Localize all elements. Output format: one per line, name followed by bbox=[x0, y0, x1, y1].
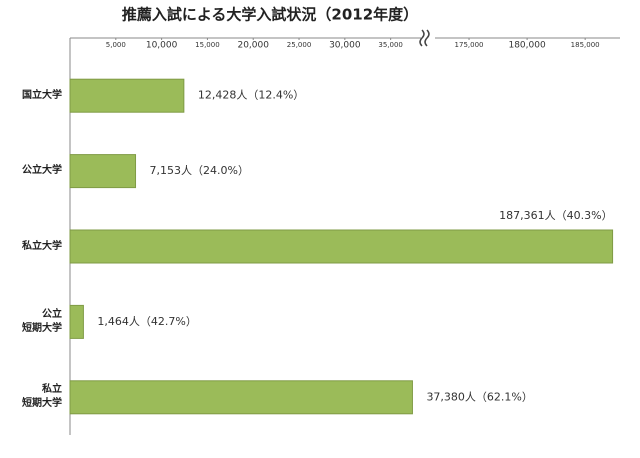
x-tick-label: 185,000 bbox=[571, 41, 600, 49]
bar bbox=[69, 229, 614, 264]
x-tick-label: 30,000 bbox=[329, 41, 361, 51]
value-label: 1,464人（42.7%） bbox=[97, 315, 196, 328]
category-label: 公立大学 bbox=[22, 165, 62, 177]
chart-title: 推薦入試による大学入試状況（2012年度） bbox=[122, 6, 418, 24]
value-label: 12,428人（12.4%） bbox=[198, 89, 304, 102]
x-tick-label: 175,000 bbox=[455, 41, 484, 49]
category-label: 私立大学 bbox=[22, 240, 62, 252]
x-tick-label: 35,000 bbox=[378, 41, 403, 49]
bar bbox=[69, 380, 413, 415]
axis-break bbox=[424, 29, 430, 47]
bar bbox=[69, 304, 84, 339]
value-label: 37,380人（62.1%） bbox=[426, 390, 532, 403]
x-tick-label: 10,000 bbox=[146, 41, 178, 51]
bar bbox=[69, 78, 185, 113]
x-tick-label: 15,000 bbox=[195, 41, 220, 49]
x-tick-label: 180,000 bbox=[508, 41, 545, 51]
axis-break bbox=[419, 29, 425, 47]
x-tick-label: 25,000 bbox=[287, 41, 312, 49]
category-label: 私立 短期大学 bbox=[22, 384, 62, 410]
x-tick-label: 5,000 bbox=[106, 41, 126, 49]
category-label: 国立大学 bbox=[22, 89, 62, 101]
bar bbox=[69, 154, 137, 189]
x-tick-label: 20,000 bbox=[237, 41, 269, 51]
value-label: 7,153人（24.0%） bbox=[150, 164, 249, 177]
category-label: 公立 短期大学 bbox=[22, 308, 62, 334]
value-label: 187,361人（40.3%） bbox=[499, 209, 612, 222]
